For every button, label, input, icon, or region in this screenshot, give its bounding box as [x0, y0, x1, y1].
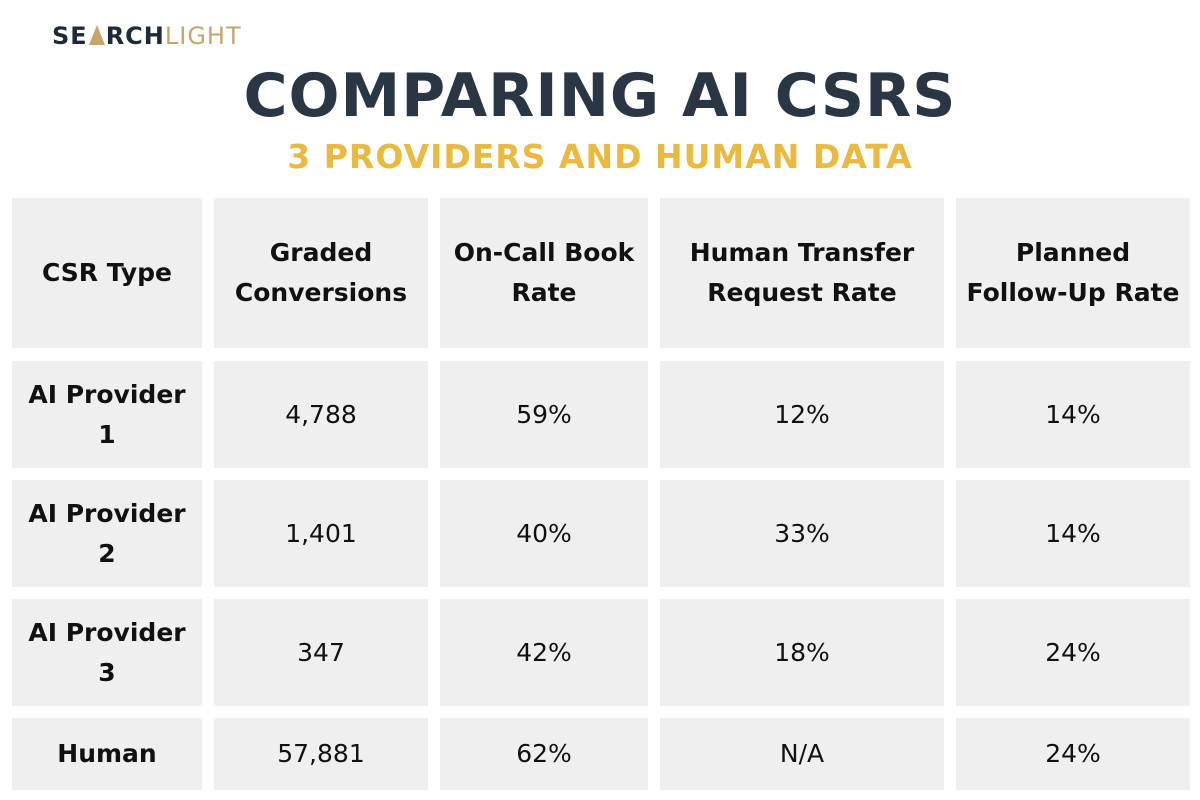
table-cell-r3-c4: 24% [956, 718, 1190, 790]
table-cell-r3-c2-text: 62% [516, 739, 572, 768]
logo-text-part2: RCH [105, 22, 165, 50]
table-cell-r2-c2-text: 42% [516, 637, 572, 667]
logo-text-part1: SE [52, 22, 88, 50]
column-header-0-text: CSR Type [41, 258, 172, 287]
row-label-3: Human [12, 718, 202, 790]
row-label-1-text: AI Provider 2 [28, 498, 186, 568]
row-label-1: AI Provider 2 [12, 480, 202, 587]
row-label-2-text: AI Provider 3 [28, 617, 186, 687]
searchlight-logo: SE RCH LIGHT [52, 18, 242, 54]
table-cell-r1-c2-text: 40% [516, 518, 572, 548]
logo-text-part3: LIGHT [164, 22, 242, 50]
column-header-0: CSR Type [12, 198, 202, 348]
table-cell-r0-c4: 14% [956, 361, 1190, 468]
page-title: COMPARING AI CSRS [243, 61, 957, 131]
table-cell-r0-c2: 59% [440, 361, 648, 468]
table-cell-r3-c1: 57,881 [214, 718, 428, 790]
table-cell-r2-c2: 42% [440, 599, 648, 706]
table-cell-r3-c2: 62% [440, 718, 648, 790]
row-label-0: AI Provider 1 [12, 361, 202, 468]
table-cell-r3-c3-text: N/A [779, 739, 825, 768]
table-cell-r0-c3-text: 12% [774, 399, 830, 429]
table-cell-r1-c4: 14% [956, 480, 1190, 587]
table-cell-r3-c1-text: 57,881 [277, 739, 365, 768]
column-header-2: On-Call Book Rate [440, 198, 648, 348]
column-header-1: Graded Conversions [214, 198, 428, 348]
column-header-3: Human Transfer Request Rate [660, 198, 944, 348]
table-cell-r0-c4-text: 14% [1045, 399, 1101, 429]
column-header-1-text: Graded Conversions [234, 238, 408, 307]
table-cell-r0-c2-text: 59% [516, 399, 572, 429]
page-subtitle: 3 PROVIDERS AND HUMAN DATA [287, 137, 913, 176]
table-cell-r2-c3: 18% [660, 599, 944, 706]
table-cell-r2-c1: 347 [214, 599, 428, 706]
table-cell-r2-c3-text: 18% [774, 637, 830, 667]
spotlight-cone-icon [88, 25, 105, 45]
table-cell-r0-c1: 4,788 [214, 361, 428, 468]
table-cell-r3-c4-text: 24% [1045, 739, 1101, 768]
table-cell-r1-c4-text: 14% [1045, 518, 1101, 548]
table-cell-r2-c4: 24% [956, 599, 1190, 706]
column-header-4: Planned Follow-Up Rate [956, 198, 1190, 348]
table-cell-r1-c1: 1,401 [214, 480, 428, 587]
row-label-0-text: AI Provider 1 [28, 379, 186, 449]
table-cell-r1-c1-text: 1,401 [285, 518, 357, 548]
column-header-4-text: Planned Follow-Up Rate [966, 238, 1180, 307]
row-label-2: AI Provider 3 [12, 599, 202, 706]
table-cell-r0-c3: 12% [660, 361, 944, 468]
column-header-3-text: Human Transfer Request Rate [689, 238, 915, 307]
row-label-3-text: Human [57, 739, 157, 768]
table-cell-r1-c2: 40% [440, 480, 648, 587]
table-cell-r1-c3: 33% [660, 480, 944, 587]
table-cell-r2-c1-text: 347 [297, 637, 345, 667]
column-header-2-text: On-Call Book Rate [453, 238, 635, 307]
table-cell-r0-c1-text: 4,788 [285, 399, 357, 429]
table-cell-r2-c4-text: 24% [1045, 637, 1101, 667]
table-cell-r1-c3-text: 33% [774, 518, 830, 548]
table-cell-r3-c3: N/A [660, 718, 944, 790]
